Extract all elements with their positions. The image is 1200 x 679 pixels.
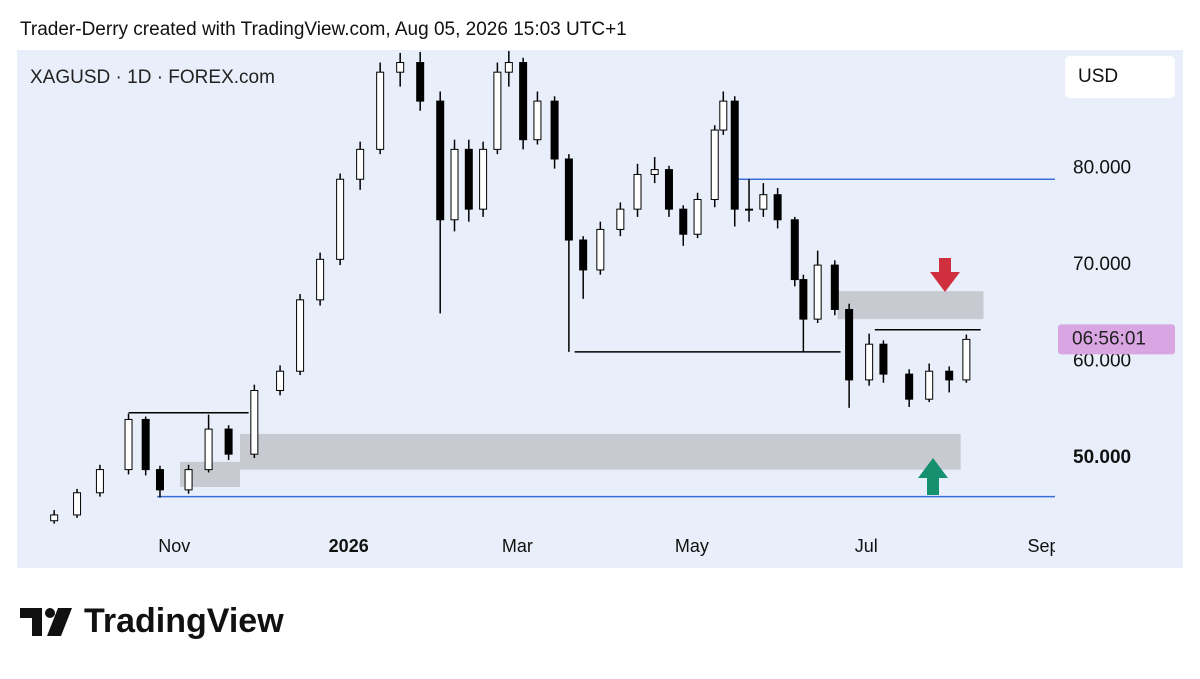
candle-body: [925, 370, 934, 400]
candle-body: [124, 418, 133, 471]
candle-body: [95, 469, 104, 494]
logo-slash: [47, 608, 72, 636]
candle-body: [773, 194, 782, 221]
credit: Trader-Derry created with TradingView.co…: [20, 19, 627, 40]
candle-body: [479, 148, 488, 210]
logo: TradingView: [20, 602, 284, 640]
candle-body: [356, 148, 365, 180]
candle-body: [376, 71, 385, 150]
candle-body: [276, 370, 285, 392]
candle-body: [579, 239, 588, 271]
logo-mark: [20, 608, 42, 636]
candle-body: [664, 169, 673, 210]
y-tick-label: 50.000: [1073, 447, 1131, 468]
symbol-title: XAGUSD · 1D · FOREX.com: [30, 67, 275, 88]
candle-body: [224, 428, 233, 455]
candle-body: [679, 208, 688, 235]
candle-body: [184, 469, 193, 491]
candle-body: [830, 264, 839, 310]
candle-body: [962, 338, 971, 381]
currency-box: [1065, 56, 1175, 98]
y-tick-label: 70.000: [1073, 254, 1131, 275]
scale-bg: [1055, 530, 1065, 565]
candle-body: [533, 100, 542, 141]
x-tick-label: Sep: [1028, 536, 1060, 556]
candle-body: [519, 62, 528, 141]
candle-body: [813, 264, 822, 320]
candle-body: [759, 194, 768, 210]
x-tick-label: Mar: [502, 536, 533, 556]
candle-body: [436, 100, 445, 221]
candle-body: [50, 514, 59, 522]
x-tick-label: Jul: [855, 536, 878, 556]
candle-body: [73, 492, 82, 516]
countdown-bg: [1058, 324, 1175, 355]
candle-body: [550, 100, 559, 160]
candle-body: [493, 71, 502, 150]
candle-body: [141, 418, 150, 471]
up-arrow: [918, 458, 948, 495]
candle-body: [250, 390, 259, 455]
candle-body: [710, 129, 719, 201]
candle-body: [799, 279, 808, 320]
y-tick-label: 80.000: [1073, 158, 1131, 179]
candle-body: [616, 208, 625, 230]
candle-body: [596, 228, 605, 271]
candle-body: [845, 308, 854, 381]
candle-body: [336, 178, 345, 260]
candle-body: [945, 370, 954, 381]
candle-body: [865, 343, 874, 381]
candle-body: [564, 158, 573, 241]
brand: TradingView: [84, 602, 284, 640]
candle-body: [790, 219, 799, 281]
candle-body: [633, 173, 642, 210]
candle-body: [693, 199, 702, 235]
currency: USD: [1078, 66, 1118, 87]
candle-body: [504, 62, 513, 73]
candle-body: [396, 62, 405, 73]
candle-body: [464, 148, 473, 210]
candle-body: [416, 62, 425, 102]
candle-body: [719, 100, 728, 131]
logo-dot: [45, 608, 55, 618]
y-tick-label: 60.000: [1073, 351, 1131, 372]
candle-body: [650, 169, 659, 175]
candle-body: [905, 373, 914, 400]
plot: [50, 50, 1055, 524]
candle-body: [204, 428, 213, 471]
candle-body: [155, 469, 164, 491]
zone: [240, 433, 961, 470]
x-tick-label: May: [675, 536, 709, 556]
x-tick-label: 2026: [329, 536, 369, 556]
x-tick-label: Nov: [158, 536, 190, 556]
candle-body: [745, 208, 754, 211]
candle-body: [730, 100, 739, 210]
down-arrow: [930, 258, 960, 292]
zone: [837, 291, 984, 320]
candle-body: [296, 299, 305, 372]
candle-body: [450, 148, 459, 221]
countdown: 06:56:01: [1072, 328, 1146, 349]
candle-body: [879, 343, 888, 375]
candle-body: [316, 258, 325, 301]
